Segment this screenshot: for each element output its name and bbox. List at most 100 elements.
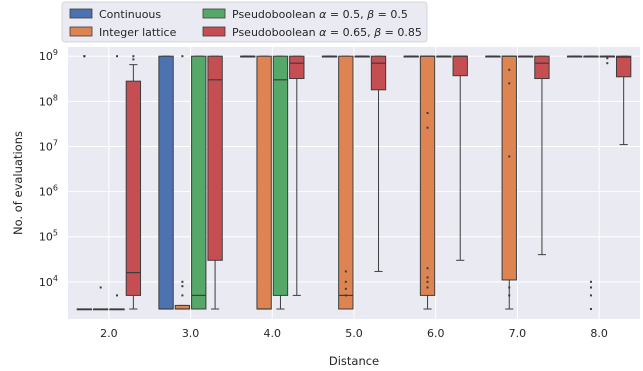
box-pseudoboolean-5.0 <box>354 55 370 58</box>
box <box>370 55 387 91</box>
outlier-point <box>426 112 429 115</box>
legend-swatch <box>69 8 93 19</box>
box-continuous-8.0 <box>566 55 583 58</box>
box-continuous-7.0 <box>485 55 501 58</box>
y-tick-labels: 104 105 106 107 108 109 <box>39 48 58 289</box>
legend-label: Continuous <box>99 8 161 21</box>
box <box>191 55 207 310</box>
outlier-point <box>83 55 86 58</box>
legend-item: Pseudoboolean α = 0.65, β = 0.85 <box>202 26 422 39</box>
box-pseudoboolean-4.0 <box>272 55 289 310</box>
box-pseudoboolean-3.0 <box>191 55 207 310</box>
box-integer-7.0 <box>501 55 517 310</box>
legend: Continuous Integer lattice Pseudoboolean α… <box>61 1 428 43</box>
outlier-point <box>426 276 429 279</box>
box <box>125 80 142 296</box>
outlier-point <box>344 280 347 283</box>
outlier-point <box>426 286 429 289</box>
box-continuous-4.0 <box>240 55 256 58</box>
box <box>419 55 436 296</box>
outlier-point <box>606 62 609 65</box>
outlier-point <box>508 82 511 85</box>
outlier-point <box>589 294 592 297</box>
box-continuous-2.0 <box>76 55 93 311</box>
box <box>207 55 223 261</box>
legend-item: Integer lattice <box>69 26 177 39</box>
x-tick-label: 7.0 <box>509 327 527 340</box>
outlier-point <box>606 57 609 60</box>
outlier-point <box>426 126 429 129</box>
y-axis-label: No. of evaluations <box>11 131 25 235</box>
box-pseudoboolean-5.0 <box>370 55 387 272</box>
outlier-point <box>181 280 184 283</box>
outlier-point <box>508 294 511 297</box>
outlier-point <box>344 270 347 273</box>
y-tick-label: 105 <box>39 229 58 244</box>
box-pseudoboolean-3.0 <box>207 55 223 310</box>
outlier-point <box>181 285 184 288</box>
box-pseudoboolean-6.0 <box>452 55 468 261</box>
outlier-point <box>344 294 347 297</box>
outlier-point <box>589 307 592 310</box>
legend-item: Pseudoboolean α = 0.5, β = 0.5 <box>202 8 408 21</box>
box-integer-4.0 <box>256 55 272 310</box>
box <box>158 55 174 310</box>
outlier-point <box>508 286 511 289</box>
box-integer-6.0 <box>419 55 436 310</box>
box-integer-8.0 <box>583 55 599 310</box>
box <box>289 55 305 80</box>
box <box>272 55 289 296</box>
x-tick-labels: 2.0 3.0 4.0 5.0 6.0 7.0 8.0 <box>100 327 608 340</box>
x-tick-label: 3.0 <box>182 327 200 340</box>
outlier-point <box>508 68 511 71</box>
box <box>534 55 550 80</box>
box <box>615 55 632 78</box>
outlier-point <box>116 55 119 58</box>
box-pseudoboolean-7.0 <box>517 55 534 58</box>
outlier-point <box>99 286 102 289</box>
box-pseudoboolean-8.0 <box>599 55 615 65</box>
outlier-point <box>426 280 429 283</box>
outlier-point <box>181 55 184 58</box>
outlier-point <box>181 294 184 297</box>
outlier-point <box>589 280 592 283</box>
box <box>501 55 517 281</box>
box <box>338 55 354 310</box>
legend-item: Continuous <box>69 8 161 21</box>
outlier-point <box>508 155 511 158</box>
box-pseudoboolean-7.0 <box>534 55 550 256</box>
box-continuous-5.0 <box>321 55 338 58</box>
outlier-point <box>132 58 135 61</box>
box-pseudoboolean-6.0 <box>436 55 452 58</box>
box-continuous-3.0 <box>158 55 174 310</box>
x-tick-label: 4.0 <box>264 327 282 340</box>
x-axis-label: Distance <box>329 354 379 368</box>
box-series-group <box>76 55 632 311</box>
legend-label: Pseudoboolean α = 0.65, β = 0.85 <box>232 26 422 39</box>
box-pseudoboolean-2.0 <box>109 55 125 311</box>
legend-swatch <box>202 26 226 37</box>
x-tick-label: 6.0 <box>427 327 445 340</box>
legend-swatch <box>202 8 226 19</box>
y-tick-label: 104 <box>39 274 58 289</box>
legend-label: Pseudoboolean α = 0.5, β = 0.5 <box>232 8 408 21</box>
y-tick-label: 108 <box>39 93 58 108</box>
legend-swatch <box>69 26 93 37</box>
outlier-point <box>116 294 119 297</box>
box-pseudoboolean-8.0 <box>615 55 632 146</box>
legend-label: Integer lattice <box>99 26 177 39</box>
x-tick-label: 8.0 <box>590 327 608 340</box>
box <box>256 55 272 310</box>
box-integer-3.0 <box>174 55 191 310</box>
box-integer-5.0 <box>338 55 354 310</box>
box-integer-2.0 <box>93 286 109 311</box>
outlier-point <box>132 55 135 58</box>
x-tick-label: 5.0 <box>345 327 363 340</box>
outlier-point <box>426 267 429 270</box>
box-pseudoboolean-4.0 <box>289 55 305 296</box>
y-tick-label: 107 <box>39 138 58 153</box>
y-tick-label: 106 <box>39 184 58 199</box>
outlier-point <box>589 286 592 289</box>
x-tick-label: 2.0 <box>100 327 118 340</box>
